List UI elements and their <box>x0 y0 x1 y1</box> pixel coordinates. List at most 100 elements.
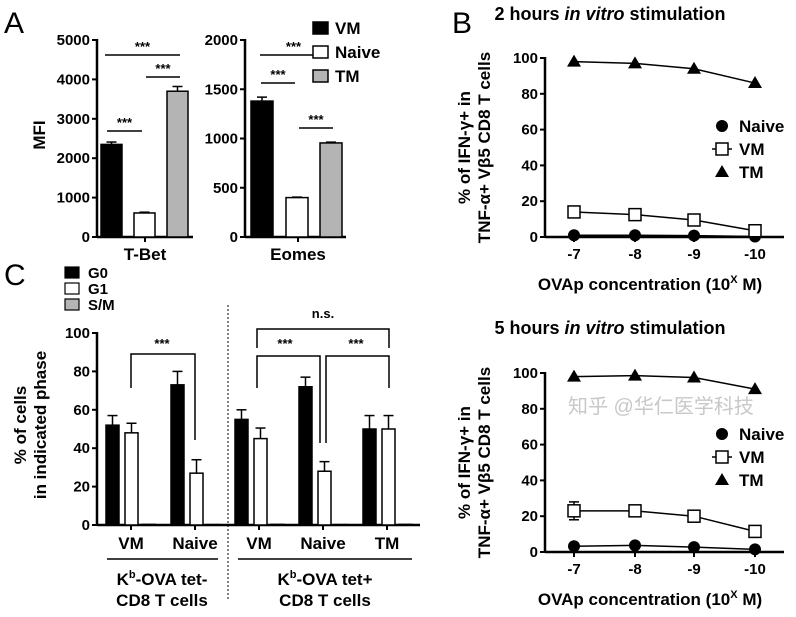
significance-label: *** <box>286 39 302 54</box>
B-2h-point-tm <box>567 54 581 67</box>
c-y-tick-label: 60 <box>73 402 90 419</box>
B-2h-point-naive <box>688 229 700 242</box>
legend-marker-tm <box>715 165 729 177</box>
c-bar-g1 <box>124 432 139 526</box>
legend-label-tm: TM <box>739 163 764 182</box>
sup: b <box>129 569 136 581</box>
charts: 010002000300040005000T-Bet*********05001… <box>11 4 784 610</box>
B-2h-x-tick-label: -7 <box>567 246 580 263</box>
rest: -OVA tet+ <box>296 570 372 589</box>
B-5h-point-vm <box>567 504 581 518</box>
A-eomes-y-tick-label: 500 <box>213 180 238 197</box>
B-2h-y-tick-label: 80 <box>521 86 538 103</box>
B-5h-point-naive <box>568 540 580 553</box>
B-2h-x-tick-label: -9 <box>687 246 700 263</box>
group-label: Kb-OVA tet+ <box>277 569 372 589</box>
title-part: stimulation <box>625 318 726 338</box>
B-2h-line-tm <box>573 60 756 84</box>
B-2h-point-tm <box>748 76 762 89</box>
c-category-label: TM <box>375 534 400 553</box>
A-tbet-y-tick-label: 2000 <box>57 150 90 167</box>
B-5h-title: 5 hours in vitro stimulation <box>494 318 725 338</box>
A-tbet-category-label: T-Bet <box>124 245 167 264</box>
significance-bracket <box>325 355 390 443</box>
legend-label-vm: VM <box>335 19 361 38</box>
legend-swatch-sm <box>64 298 80 311</box>
significance-label: *** <box>155 61 171 76</box>
c-bar-g0 <box>105 424 120 526</box>
xlabel-sup: X <box>730 589 738 601</box>
xlabel-sup: X <box>730 274 738 286</box>
significance-label: *** <box>117 115 133 130</box>
B-5h-y-tick-label: 20 <box>521 508 538 525</box>
B-5h-x-axis-label: OVAp concentration (10X M) <box>538 589 762 609</box>
B-5h-point-naive <box>629 539 641 552</box>
A-eomes-bar-naive <box>285 196 309 238</box>
B-2h-y-tick-label: 0 <box>530 229 538 246</box>
B-2h-line-vm <box>573 211 756 232</box>
c-y-tick-label: 0 <box>82 517 90 534</box>
significance-label: *** <box>154 336 170 351</box>
B-2h-x-tick-label: -10 <box>744 246 766 263</box>
B-2h-title: 2 hours in vitro stimulation <box>494 4 725 24</box>
B-5h-point-vm <box>628 504 642 518</box>
significance-label: *** <box>308 112 324 127</box>
k: K <box>277 570 290 589</box>
B-2h-point-vm <box>687 213 701 227</box>
B-5h-y-tick-label: 40 <box>521 472 538 489</box>
A-tbet-y-tick-label: 0 <box>82 229 90 246</box>
legend-label-vm: VM <box>739 448 765 467</box>
a-y-axis-label: MFI <box>30 120 49 149</box>
legend-swatch-vm <box>312 21 329 35</box>
B-5h-point-tm <box>687 370 701 383</box>
significance-bracket <box>256 328 390 348</box>
c-bar-g1 <box>381 428 396 526</box>
c-y-tick-label: 80 <box>73 363 90 380</box>
B-5h-point-naive <box>749 543 761 556</box>
watermark: 知乎 @华仁医学科技 <box>568 395 754 418</box>
B-2h-line-naive <box>574 234 756 238</box>
k: K <box>117 570 130 589</box>
A-eomes-y-tick-label: 0 <box>230 229 238 246</box>
legend-marker-vm <box>715 450 729 464</box>
B-2h-point-vm <box>628 207 642 222</box>
A-eomes-y-tick-label: 1500 <box>205 81 238 98</box>
title-part: 5 hours <box>494 318 564 338</box>
c-y-tick-label: 20 <box>73 479 90 496</box>
A-tbet-y-tick-label: 5000 <box>57 32 90 49</box>
B-5h-y-axis-label: % of IFN-γ+ in <box>455 406 474 519</box>
B-2h-y-tick-label: 20 <box>521 193 538 210</box>
c-bar-sm <box>270 523 285 526</box>
legend-label-sm: S/M <box>88 297 115 314</box>
c-bar-g0 <box>362 428 377 526</box>
B-2h-point-tm <box>628 56 642 69</box>
B-5h-x-tick-label: -7 <box>567 561 580 578</box>
B-5h-point-tm <box>628 368 642 381</box>
title-part: in vitro <box>564 318 624 338</box>
legend-label-tm: TM <box>739 471 764 490</box>
c-y-tick-label: 100 <box>65 325 90 342</box>
c-category-label: VM <box>246 534 272 553</box>
B-5h-x-tick-label: -8 <box>628 561 641 578</box>
B-5h-y-axis-label: TNF-α+ Vβ5 CD8 T cells <box>475 367 494 558</box>
xlabel-end: M) <box>738 590 763 609</box>
A-tbet-bar-naive <box>133 212 156 238</box>
B-5h-line-tm <box>573 374 756 390</box>
B-2h-y-axis-label: % of IFN-γ+ in <box>455 91 474 204</box>
A-tbet-y-tick-label: 1000 <box>57 190 90 207</box>
A-eomes-category-label: Eomes <box>270 245 326 264</box>
group-label-line2: CD8 T cells <box>116 591 208 610</box>
B-2h-point-vm <box>748 223 762 238</box>
B-2h-point-naive <box>629 229 641 242</box>
A-tbet-y-tick-label: 4000 <box>57 71 90 88</box>
B-2h-y-tick-label: 60 <box>521 122 538 139</box>
significance-bracket <box>130 353 196 440</box>
panel-label-b: B <box>452 7 472 40</box>
B-5h-point-vm <box>748 524 762 539</box>
B-5h-line-vm <box>574 510 756 533</box>
c-bar-g1 <box>253 437 268 526</box>
xlabel-text: OVAp concentration (10 <box>538 275 730 294</box>
B-5h-x-tick-label: -10 <box>744 561 766 578</box>
B-2h-point-vm <box>567 205 581 219</box>
legend-label-vm: VM <box>739 140 765 159</box>
